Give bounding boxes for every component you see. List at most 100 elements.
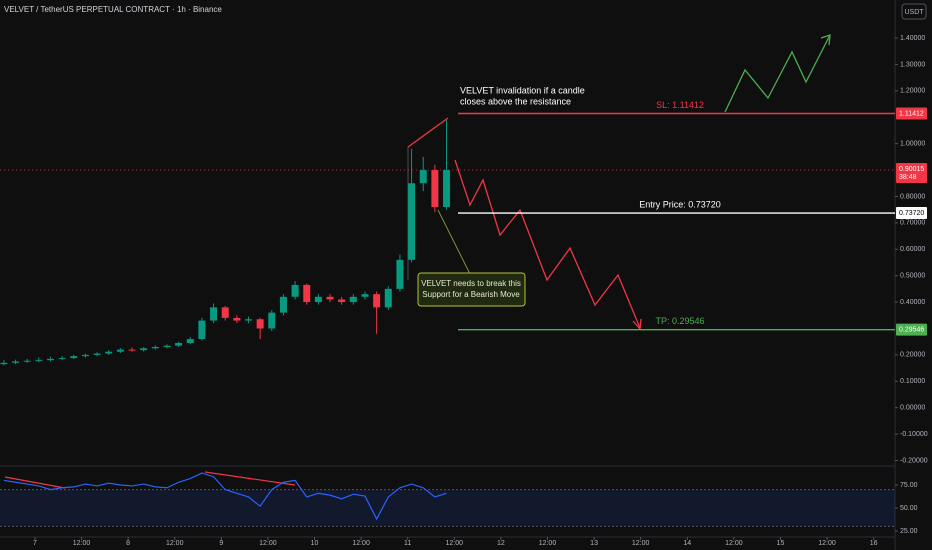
x-tick-label: 12:00 <box>166 540 184 547</box>
candle-body <box>349 296 357 303</box>
currency-label[interactable]: USDT <box>904 9 924 16</box>
candle-body <box>186 339 194 344</box>
y-tick-label: 1.20000 <box>900 88 925 95</box>
candle-body <box>175 343 183 346</box>
rsi-tick-label: 75.00 <box>900 482 918 489</box>
y-tick-label: 0.80000 <box>900 193 925 200</box>
candle-body <box>0 362 8 365</box>
level-tag <box>896 207 927 220</box>
candle-body <box>384 288 392 308</box>
x-tick-label: 16 <box>870 540 878 547</box>
x-tick-label: 12:00 <box>818 540 836 547</box>
candle-body <box>93 353 101 355</box>
rsi-divergence <box>204 471 296 486</box>
candle-body <box>198 320 206 340</box>
y-tick-label: 1.40000 <box>900 35 925 42</box>
candle-body <box>128 349 136 351</box>
x-tick-label: 10 <box>311 540 319 547</box>
candle-body <box>105 351 113 354</box>
candle-body <box>233 317 241 321</box>
candle-body <box>314 296 322 303</box>
x-tick-label: 12:00 <box>259 540 277 547</box>
level-tag-label: 0.73720 <box>899 210 924 217</box>
x-tick-label: 12:00 <box>632 540 650 547</box>
callout-text: Support for a Bearish Move <box>422 290 520 299</box>
x-tick-label: 11 <box>404 540 411 547</box>
bullish-arrowhead <box>820 34 831 46</box>
x-tick-label: 9 <box>219 540 223 547</box>
y-tick-label: 0.70000 <box>900 220 925 227</box>
candle-body <box>245 319 253 321</box>
candle-body <box>35 360 43 362</box>
candle-body <box>210 307 218 321</box>
candle-body <box>12 361 20 363</box>
candle-body <box>58 358 66 360</box>
callout-box <box>417 272 526 307</box>
callout-pointer <box>437 209 471 275</box>
y-tick-label: 0.40000 <box>900 299 925 306</box>
candle-body <box>116 349 124 352</box>
candle-body <box>268 312 276 329</box>
candle-body <box>419 170 427 184</box>
rsi-tick-label: 50.00 <box>900 505 918 512</box>
y-tick-label: -0.20000 <box>900 457 928 464</box>
resistance-trendline <box>407 117 449 148</box>
y-tick-label: 1.00000 <box>900 140 925 147</box>
drawings <box>407 34 831 331</box>
candle-body <box>443 170 451 208</box>
level-tag <box>896 323 927 336</box>
candle-body <box>338 299 346 303</box>
x-tick-label: 14 <box>683 540 691 547</box>
candle-body <box>221 307 229 318</box>
x-tick-label: 7 <box>33 540 37 547</box>
candle-body <box>46 358 54 361</box>
annotation-text: VELVET invalidation if a candle <box>460 85 585 95</box>
candle-body <box>326 296 334 300</box>
candle-body <box>81 354 89 357</box>
level-tag <box>896 107 927 120</box>
countdown-label: 38:48 <box>899 174 917 181</box>
x-tick-label: 12:00 <box>725 540 743 547</box>
rsi-line <box>3 472 447 521</box>
y-tick-label: 0.00000 <box>900 405 925 412</box>
x-tick-label: 12 <box>497 540 505 547</box>
x-tick-label: 12:00 <box>352 540 370 547</box>
chart-title: VELVET / TetherUS PERPETUAL CONTRACT · 1… <box>4 5 222 14</box>
candle-body <box>140 348 148 351</box>
bearish-projection <box>454 159 641 329</box>
candle-body <box>361 294 369 297</box>
x-tick-label: 12:00 <box>73 540 91 547</box>
rsi-divergence <box>4 476 66 489</box>
currency-button[interactable] <box>901 3 927 20</box>
y-tick-label: 0.20000 <box>900 352 925 359</box>
y-tick-label: 1.30000 <box>900 61 925 68</box>
x-tick-label: 8 <box>126 540 130 547</box>
x-tick-label: 15 <box>777 540 785 547</box>
level-tag-label: 1.11412 <box>899 110 924 117</box>
y-tick-label: -0.10000 <box>900 431 928 438</box>
bullish-projection <box>724 34 831 113</box>
candle-body <box>163 345 171 347</box>
y-tick-label: 0.10000 <box>900 378 925 385</box>
rsi-band <box>0 489 895 527</box>
candle-body <box>279 296 287 313</box>
candle-body <box>256 319 264 329</box>
rsi-tick-label: 25.00 <box>900 528 918 535</box>
callout-text: VELVET needs to break this <box>421 279 521 288</box>
level-tag-label: 0.29546 <box>899 327 924 334</box>
candle-body <box>303 284 311 303</box>
current-price-label: 0.90015 <box>899 166 924 173</box>
candle-body <box>291 284 299 297</box>
y-tick-label: 0.50000 <box>900 273 925 280</box>
level-label: SL: 1.11412 <box>656 100 704 110</box>
current-price-tag <box>896 163 927 184</box>
annotation-text: closes above the resistance <box>460 96 571 106</box>
candle-body <box>396 259 404 289</box>
candle-body <box>373 294 381 308</box>
x-tick-label: 12:00 <box>446 540 464 547</box>
y-tick-label: 0.60000 <box>900 246 925 253</box>
candle-body <box>23 360 31 362</box>
candle-body <box>408 183 416 260</box>
